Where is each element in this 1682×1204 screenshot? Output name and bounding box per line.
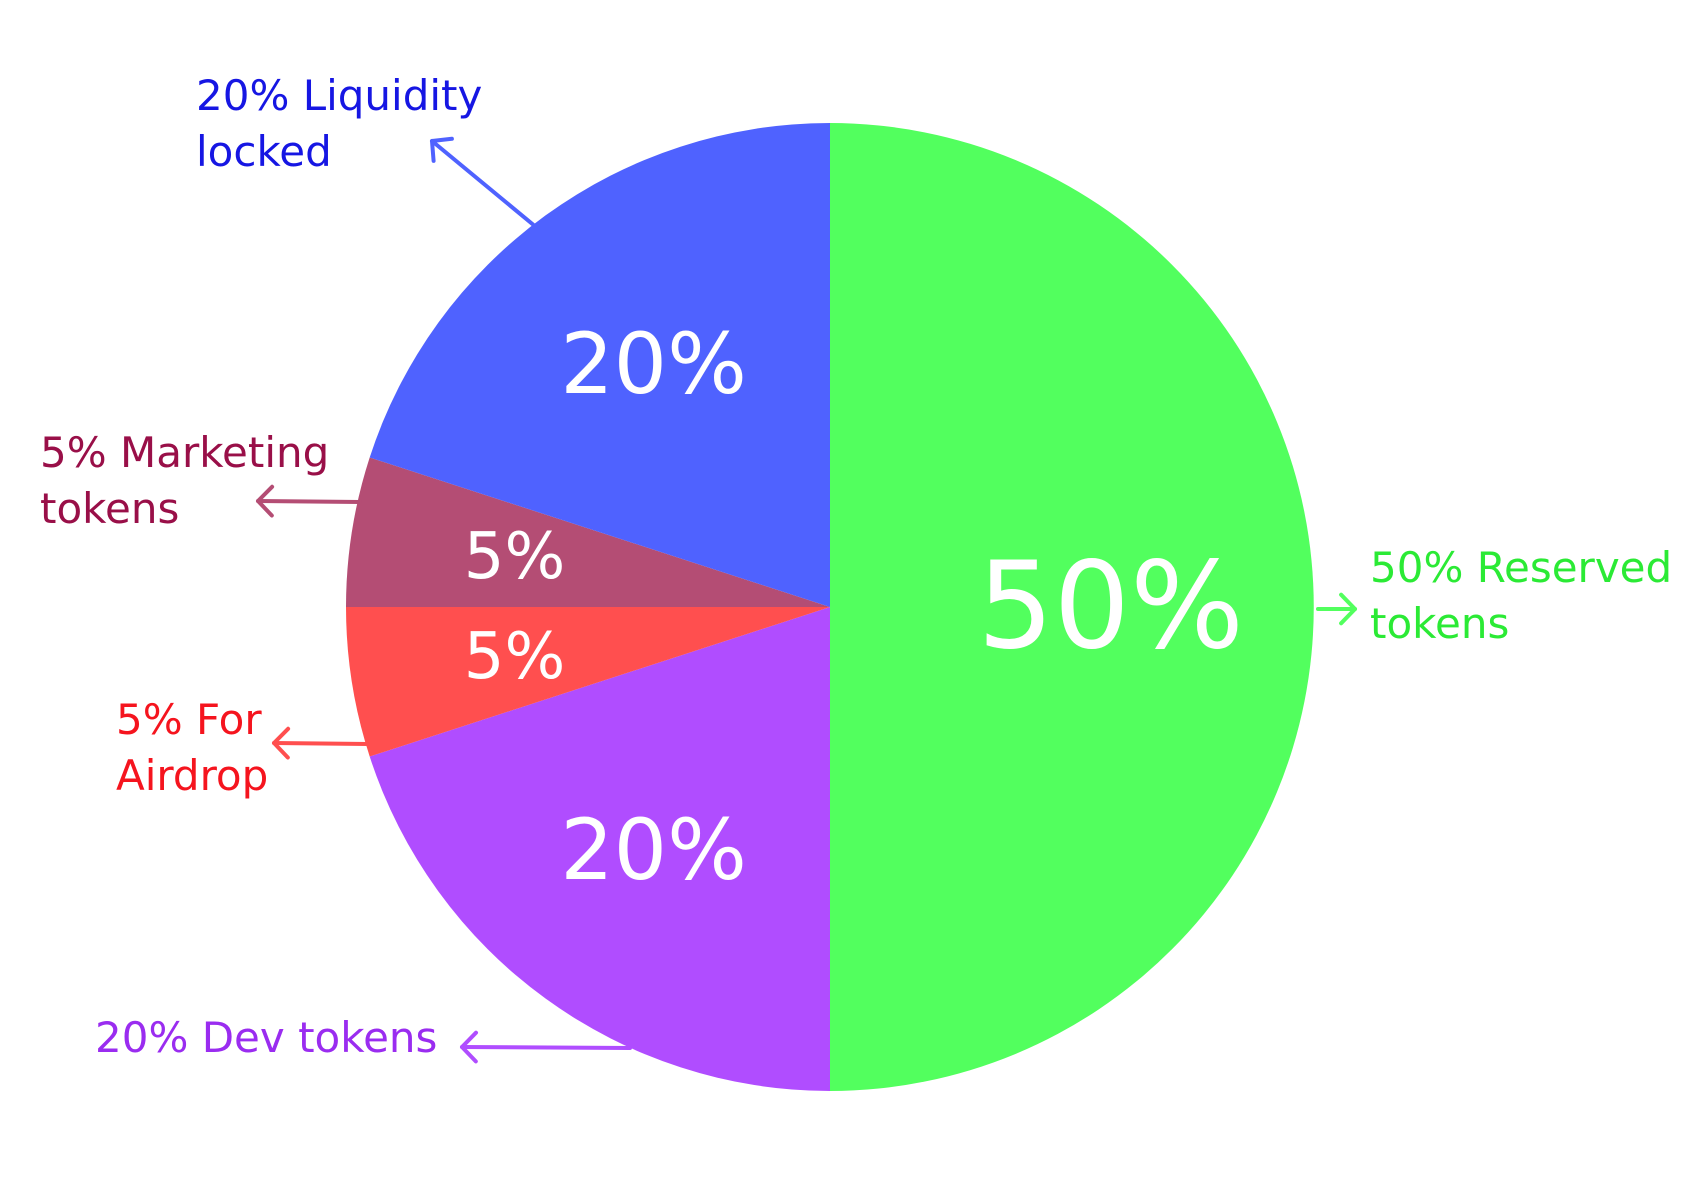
slice-percent-labels: 50% 20% 5% 5% 20% <box>464 315 1244 899</box>
callout-arrow-0 <box>1316 592 1357 626</box>
callout-label-0-line-0: 50% Reserved <box>1370 543 1672 592</box>
pie-slice-3 <box>346 457 830 607</box>
callout-label-1-line-0: 20% Dev tokens <box>95 1013 437 1062</box>
slice-percent-label-4: 20% <box>560 315 747 413</box>
slice-percent-label-1: 20% <box>560 801 747 899</box>
callout-label-2-line-1: Airdrop <box>116 751 268 800</box>
pie-slices <box>346 123 1314 1091</box>
slice-percent-label-3: 5% <box>464 520 566 594</box>
callout-labels: 50% Reserved tokens 20% Dev tokens 5% For Ai… <box>40 71 1672 1062</box>
callout-label-2-line-0: 5% For <box>116 695 262 744</box>
callout-label-3: 5% Marketing tokens <box>40 428 329 533</box>
pie-slice-4 <box>369 123 830 607</box>
pie-slice-1 <box>369 607 830 1091</box>
callout-arrow-4 <box>430 136 538 229</box>
callout-label-0-line-1: tokens <box>1370 599 1509 648</box>
callout-label-3-line-0: 5% Marketing <box>40 428 329 477</box>
pie-slice-0 <box>830 123 1314 1091</box>
callout-label-4-line-0: 20% Liquidity <box>196 71 482 120</box>
callout-label-4-line-1: locked <box>196 127 332 176</box>
callout-arrow-1 <box>460 1030 632 1064</box>
slice-percent-label-0: 50% <box>977 538 1244 677</box>
callout-arrow-3 <box>256 484 362 518</box>
callout-label-4: 20% Liquidity locked <box>196 71 482 176</box>
slice-percent-label-2: 5% <box>464 620 566 694</box>
callout-label-3-line-1: tokens <box>40 484 179 533</box>
callout-arrow-2 <box>272 726 370 760</box>
pie-slice-2 <box>346 607 830 757</box>
callout-label-1: 20% Dev tokens <box>95 1013 437 1062</box>
callout-label-2: 5% For Airdrop <box>116 695 268 800</box>
callout-arrows <box>256 136 1357 1064</box>
callout-label-0: 50% Reserved tokens <box>1370 543 1672 648</box>
